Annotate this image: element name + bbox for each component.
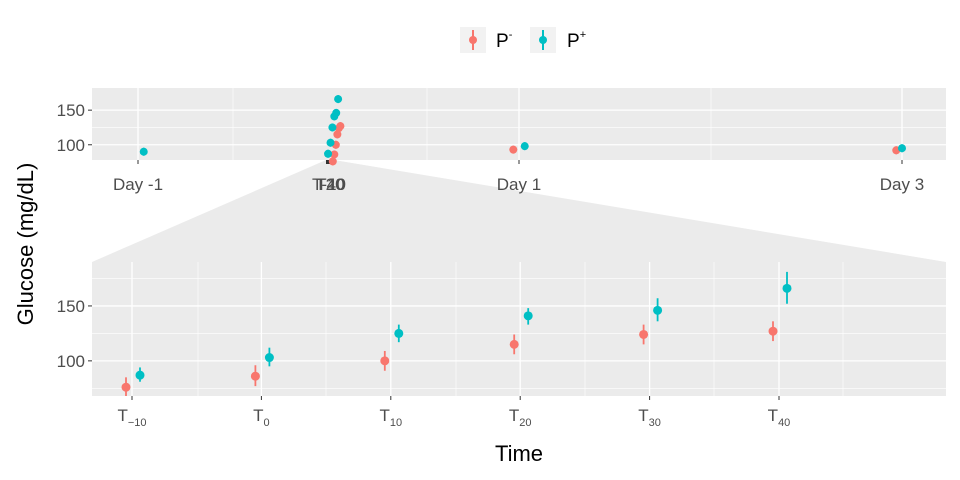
overview-point (139, 147, 148, 156)
overview-point (509, 145, 518, 154)
zoom-connector (92, 160, 946, 262)
overview-points (139, 95, 906, 166)
overview-point (520, 142, 529, 151)
zoom-points (121, 271, 792, 396)
overview-point (324, 149, 333, 158)
zoom-gridlines (92, 262, 946, 396)
zoom-point (394, 328, 404, 338)
zoom-panel-background (92, 262, 946, 396)
zoom-y-tick-label: 150 (57, 297, 85, 316)
zoom-point (653, 305, 663, 315)
zoom-point (523, 311, 533, 321)
overview-point (336, 122, 345, 131)
zoom-point (380, 356, 390, 366)
overview-point (333, 130, 342, 139)
y-axis-title: Glucose (mg/dL) (13, 163, 38, 326)
zoom-x-tick-label: T0 (253, 406, 270, 429)
zoom-point (264, 353, 274, 363)
zoom-point (509, 339, 519, 349)
zoom-panel: 100 150 T−10 T0 T10 T20 T30 T40 (57, 262, 946, 429)
overview-x-tick-label: T40 (316, 175, 345, 194)
overview-gridlines (92, 88, 946, 160)
zoom-x-tick-label: T40 (768, 406, 791, 429)
x-axis-title: Time (495, 441, 543, 466)
legend-label-p-minus: P- (496, 29, 513, 52)
overview-x-tick-label: Day -1 (113, 175, 163, 194)
zoom-y-tick-label: 100 (57, 352, 85, 371)
zoom-x-tick-label: T−10 (117, 406, 146, 429)
overview-x-tick-label: T-10 (312, 175, 346, 194)
legend-key-p-minus-dot (469, 36, 477, 44)
zoom-x-tick-label: T20 (509, 406, 532, 429)
overview-x-tick-label: Day 1 (497, 175, 541, 194)
overview-point (332, 108, 341, 117)
overview-point (334, 95, 343, 104)
zoom-point (782, 283, 792, 293)
zoom-x-ticks: T−10 T0 T10 T20 T30 T40 (117, 396, 790, 429)
overview-y-tick-label: 150 (57, 101, 85, 120)
zoom-point (250, 371, 260, 381)
zoom-x-tick-label: T30 (638, 406, 661, 429)
overview-x-tick-label: Day 3 (880, 175, 924, 194)
overview-point (328, 157, 337, 166)
overview-point (326, 138, 335, 147)
zoom-point (121, 382, 131, 392)
legend-key-p-plus-dot (539, 36, 547, 44)
overview-y-ticks: 100 150 (57, 101, 92, 155)
zoom-point (135, 370, 145, 380)
overview-y-tick-label: 100 (57, 136, 85, 155)
zoom-y-ticks: 100 150 (57, 297, 92, 371)
overview-point (330, 150, 339, 159)
overview-point (328, 123, 337, 132)
legend: P- P+ (460, 27, 586, 53)
overview-point (898, 144, 906, 153)
zoom-point (639, 329, 649, 339)
zoom-point (768, 326, 778, 336)
overview-x-tick-label: T20 (315, 175, 344, 194)
legend-label-p-plus: P+ (567, 29, 586, 52)
zoom-x-tick-label: T10 (379, 406, 402, 429)
